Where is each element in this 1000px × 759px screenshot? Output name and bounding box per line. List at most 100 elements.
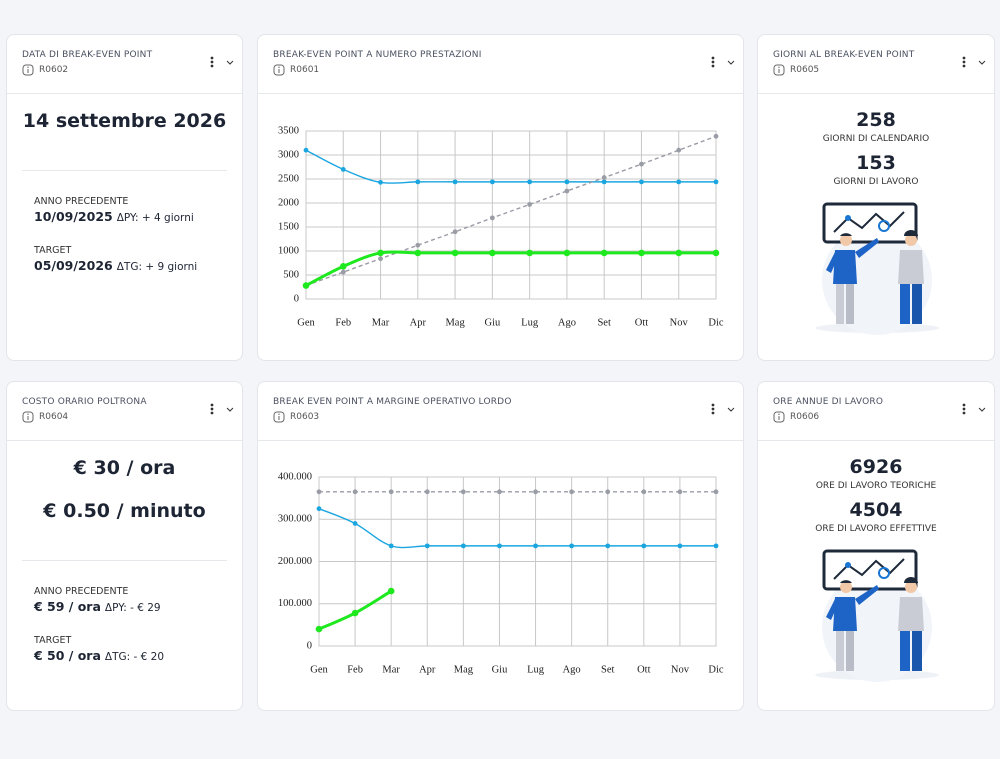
target-label: TARGET xyxy=(34,245,72,256)
data-point xyxy=(564,179,570,185)
card-title: DATA DI BREAK-EVEN POINT xyxy=(22,50,153,60)
previous-label: ANNO PRECEDENTE xyxy=(34,586,129,597)
plot-frame xyxy=(305,130,717,300)
series-line xyxy=(318,508,716,549)
x-tick-label: Nov xyxy=(671,664,690,675)
x-tick-label: Ago xyxy=(558,317,576,328)
x-tick-label: Feb xyxy=(347,664,363,675)
chart-card: BREAK EVEN POINT A MARGINE OPERATIVO LOR… xyxy=(257,381,744,711)
data-point xyxy=(489,215,495,221)
data-point xyxy=(415,242,421,248)
y-tick-label: 300.000 xyxy=(278,514,312,525)
target-value: € 50 / ora ΔTG: - € 20 xyxy=(34,648,164,663)
target-value-text: € 50 / ora xyxy=(34,648,101,663)
x-tick-label: Mag xyxy=(454,664,474,675)
divider xyxy=(22,170,227,171)
data-point xyxy=(638,249,645,257)
kpi-label: ORE DI LAVORO EFFETTIVE xyxy=(815,524,937,534)
previous-delta: ΔPY: + 4 giorni xyxy=(116,212,194,224)
data-point xyxy=(302,282,310,289)
data-point xyxy=(316,506,322,512)
previous-value: € 59 / ora ΔPY: - € 29 xyxy=(34,599,161,614)
x-tick-label: Ott xyxy=(637,664,651,675)
card-code: R0604 xyxy=(39,412,69,422)
info-icon[interactable] xyxy=(773,64,785,76)
kpi-card: DATA DI BREAK-EVEN POINT R0602 14 settem… xyxy=(6,34,243,361)
y-tick-label: 3000 xyxy=(278,149,299,160)
previous-value-text: 10/09/2025 xyxy=(34,209,113,224)
kpi-value: 258 xyxy=(856,109,896,131)
kpi-value: 14 settembre 2026 xyxy=(22,110,227,132)
data-point xyxy=(527,202,533,207)
data-point xyxy=(564,188,570,194)
kpi-value: 6926 xyxy=(849,456,903,478)
data-point xyxy=(641,543,647,549)
data-point xyxy=(460,489,466,495)
chart: 0 500 1000 1500 2000 2500 3000 3500 Gen Feb Mar Apr… xyxy=(278,125,724,328)
info-icon[interactable] xyxy=(22,411,34,423)
card-header: BREAK-EVEN POINT A NUMERO PRESTAZIONI R0… xyxy=(258,35,743,94)
card-menu[interactable] xyxy=(208,55,234,69)
kpi-value: € 30 / ora xyxy=(73,457,176,479)
card-code: R0605 xyxy=(790,65,820,75)
data-point xyxy=(315,625,323,633)
card-title: BREAK-EVEN POINT A NUMERO PRESTAZIONI xyxy=(273,50,482,60)
card-code: R0603 xyxy=(290,412,320,422)
card-header: BREAK EVEN POINT A MARGINE OPERATIVO LOR… xyxy=(258,382,743,441)
x-tick-label: Feb xyxy=(335,317,351,328)
chart: 0 100.000 200.000 300.000 400.000 Gen Feb Mar Ap… xyxy=(278,471,724,675)
target-value: 05/09/2026 ΔTG: + 9 giorni xyxy=(34,258,197,273)
data-point xyxy=(677,489,683,495)
data-point xyxy=(452,179,458,185)
data-point xyxy=(378,179,383,185)
x-tick-label: Ott xyxy=(635,317,649,328)
card-title: BREAK EVEN POINT A MARGINE OPERATIVO LOR… xyxy=(273,397,512,407)
card-header: DATA DI BREAK-EVEN POINT R0602 xyxy=(7,35,242,94)
illustration xyxy=(815,549,939,682)
x-tick-label: Set xyxy=(597,317,611,328)
info-icon[interactable] xyxy=(273,411,285,423)
data-point xyxy=(451,249,459,257)
data-point xyxy=(675,249,683,257)
card-menu[interactable] xyxy=(960,402,986,416)
previous-value: 10/09/2025 ΔPY: + 4 giorni xyxy=(34,209,194,224)
y-tick-label: 0 xyxy=(307,640,312,651)
data-point xyxy=(676,147,682,153)
data-point xyxy=(452,229,458,235)
card-menu[interactable] xyxy=(709,55,735,69)
card-menu[interactable] xyxy=(960,55,986,69)
kpi-label: ORE DI LAVORO TEORICHE xyxy=(815,481,937,491)
info-icon[interactable] xyxy=(773,411,785,423)
x-tick-label: Dic xyxy=(708,317,724,328)
y-tick-label: 0 xyxy=(294,293,299,304)
y-tick-label: 1500 xyxy=(278,221,299,232)
data-point xyxy=(713,489,719,495)
x-tick-label: Nov xyxy=(670,317,689,328)
kpi-value: 153 xyxy=(856,152,896,174)
data-point xyxy=(677,543,683,549)
x-tick-label: Lug xyxy=(521,317,539,328)
series-line xyxy=(305,135,717,287)
data-point xyxy=(639,161,644,167)
data-point xyxy=(676,179,682,185)
data-point xyxy=(569,489,575,495)
info-icon[interactable] xyxy=(273,64,285,76)
data-point xyxy=(339,263,347,270)
card-menu[interactable] xyxy=(709,402,735,416)
data-point xyxy=(497,489,502,495)
data-point xyxy=(712,249,720,257)
card-menu[interactable] xyxy=(208,402,234,416)
target-delta: ΔTG: - € 20 xyxy=(104,651,165,663)
x-tick-label: Apr xyxy=(410,317,427,328)
y-tick-label: 200.000 xyxy=(278,556,312,567)
kpi-value: € 0.50 / minuto xyxy=(43,500,206,522)
x-tick-label: Mag xyxy=(445,317,465,328)
info-icon[interactable] xyxy=(22,64,34,76)
data-point xyxy=(533,489,538,495)
data-point xyxy=(388,543,394,549)
data-point xyxy=(340,269,346,275)
card-header: ORE ANNUE DI LAVORO R0606 xyxy=(758,382,994,441)
x-tick-label: Apr xyxy=(419,664,436,675)
card-title: COSTO ORARIO POLTRONA xyxy=(22,397,147,407)
